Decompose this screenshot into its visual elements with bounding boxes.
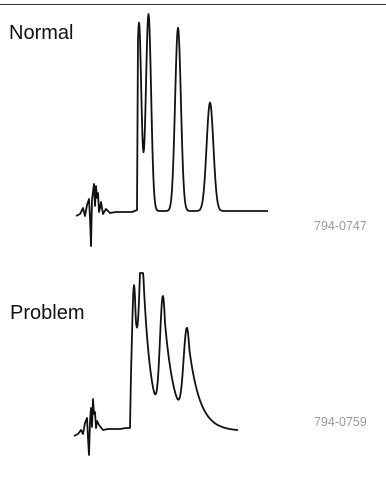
normal-chart-title: Normal [9,22,74,44]
problem-figure-id: 794-0759 [314,415,367,429]
normal-figure-id: 794-0747 [314,219,367,233]
problem-chromatogram-trace [73,272,239,456]
normal-chromatogram-trace [75,13,269,247]
top-rule [0,4,386,5]
problem-chart-title: Problem [10,302,85,324]
